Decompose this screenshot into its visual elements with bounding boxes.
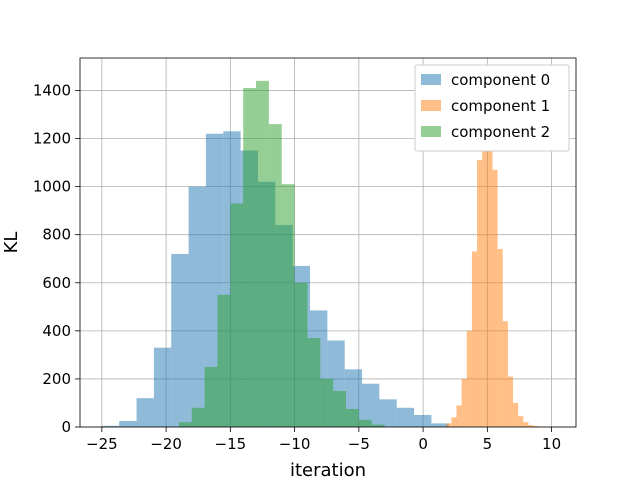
y-tick-label: 1400 xyxy=(33,81,71,99)
y-tick-label: 200 xyxy=(42,370,71,388)
legend-swatch xyxy=(421,100,441,111)
histogram-bar xyxy=(333,390,346,427)
x-tick-label: 0 xyxy=(418,435,428,453)
histogram-bar xyxy=(492,169,498,428)
histogram-bar xyxy=(477,160,483,427)
histogram-bar xyxy=(446,423,452,427)
legend-label: component 1 xyxy=(451,97,550,115)
histogram-bar xyxy=(294,282,308,427)
histogram-bar xyxy=(320,378,334,427)
histogram-bar xyxy=(431,423,449,427)
x-tick-label: 10 xyxy=(542,435,561,453)
histogram-bar xyxy=(256,80,269,428)
x-tick-label: −10 xyxy=(279,435,311,453)
histogram-bar xyxy=(379,399,397,427)
histogram-bar xyxy=(243,88,257,427)
histogram-bar xyxy=(471,251,478,427)
histogram-bar xyxy=(217,294,231,427)
histogram-bar xyxy=(451,417,457,427)
histogram-bar xyxy=(396,407,415,427)
histogram-bar xyxy=(171,253,189,427)
x-tick-label: −20 xyxy=(150,435,182,453)
legend-label: component 2 xyxy=(451,123,550,141)
y-tick-label: 400 xyxy=(42,322,71,340)
histogram-bar xyxy=(497,249,503,427)
histogram-bar xyxy=(204,366,218,427)
histogram-bar xyxy=(178,422,192,427)
histogram-bar xyxy=(281,184,295,427)
histogram-bar xyxy=(191,407,205,427)
y-tick-label: 0 xyxy=(61,418,71,436)
y-tick-label: 1200 xyxy=(33,130,71,148)
histogram-bar xyxy=(119,420,137,427)
histogram-bar xyxy=(362,383,380,427)
plot-frame xyxy=(79,57,577,428)
legend-box xyxy=(414,64,570,152)
axis-ticks: −25 −20 −15 −10 −5 0 5 10 0 200 400 600 800 1000 1200 1… xyxy=(33,81,561,453)
legend: component 0 component 1 component 2 xyxy=(414,64,570,152)
histogram-bar xyxy=(230,203,244,427)
histogram-bar xyxy=(461,378,467,427)
series-1-bars xyxy=(446,97,544,428)
histogram-bar xyxy=(518,416,524,427)
histogram-bar xyxy=(466,330,472,427)
legend-swatch xyxy=(421,74,441,85)
histogram-bar xyxy=(307,338,321,427)
histogram-bars xyxy=(101,80,544,428)
histogram-bar xyxy=(487,97,493,428)
histogram-bar xyxy=(136,398,154,427)
histogram-bar xyxy=(523,422,529,427)
x-axis-label: iteration xyxy=(290,460,366,480)
histogram-bar xyxy=(268,124,282,428)
histogram-bar xyxy=(528,425,534,427)
histogram-bar xyxy=(101,425,120,427)
histogram-bar xyxy=(371,424,385,427)
series-2-bars xyxy=(178,80,385,428)
x-tick-label: −5 xyxy=(348,435,370,453)
histogram-bar xyxy=(456,405,462,427)
histogram-bar xyxy=(513,402,519,427)
histogram-bar xyxy=(507,376,514,427)
y-tick-label: 1000 xyxy=(33,178,71,196)
histogram-bar xyxy=(153,347,172,427)
histogram-bar xyxy=(414,414,432,427)
x-tick-label: 5 xyxy=(483,435,493,453)
histogram-bar xyxy=(188,186,206,427)
x-tick-label: −15 xyxy=(215,435,247,453)
legend-label: component 0 xyxy=(451,71,550,89)
histogram-bar xyxy=(482,107,488,428)
y-tick-label: 800 xyxy=(42,226,71,244)
histogram-bar xyxy=(533,426,539,427)
histogram-bar xyxy=(345,408,359,427)
histogram-bar xyxy=(502,321,508,427)
x-tick-label: −25 xyxy=(86,435,118,453)
legend-swatch xyxy=(421,126,441,137)
y-axis-label: KL xyxy=(1,232,22,254)
y-tick-label: 600 xyxy=(42,274,71,292)
histogram-bar xyxy=(358,419,372,427)
